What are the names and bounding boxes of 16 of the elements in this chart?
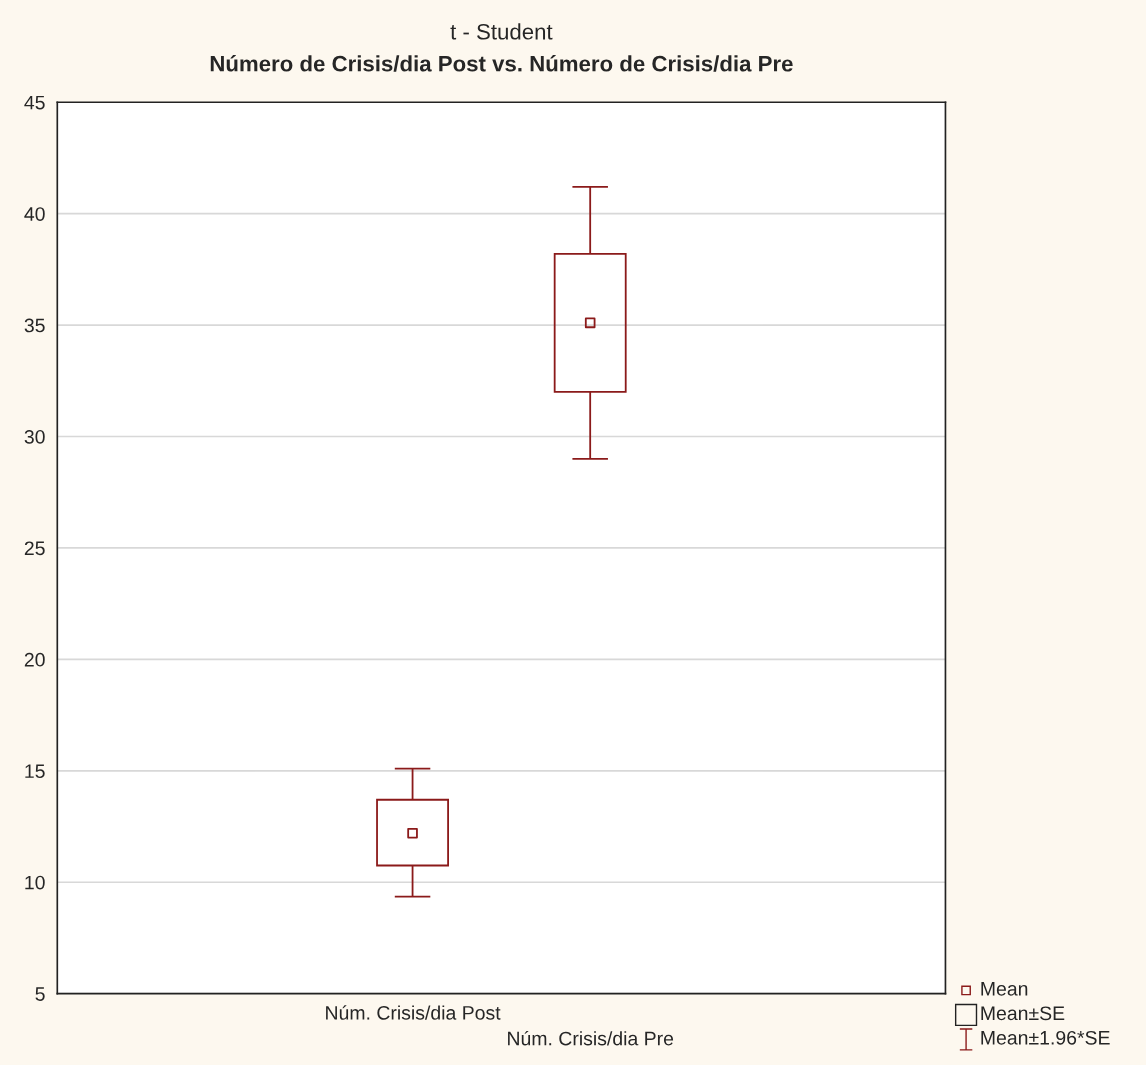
chart-title: t - Student (450, 23, 553, 40)
y-tick-label: 5 (35, 987, 45, 1001)
x-tick-label: Núm. Crisis/dia Pre (508, 1030, 674, 1046)
y-tick-label: 40 (24, 207, 45, 221)
y-tick-label: 10 (25, 875, 45, 890)
text: Mean±1.96*SE (981, 1030, 1110, 1045)
y-tick-label: 35 (24, 318, 45, 333)
x-tick-label: Núm. Crisis/dia Post (326, 1005, 501, 1020)
y-tick-label: 15 (25, 764, 45, 779)
y-tick-label: 20 (24, 652, 45, 667)
y-tick-label: 30 (24, 429, 45, 444)
text: Mean±SE (981, 1006, 1065, 1021)
text: Mean (981, 982, 1028, 996)
chart-subtitle: Número de Crisis/dia Post vs. Número de Crisis/dia Pre (210, 55, 793, 72)
y-tick-label: 45 (24, 95, 45, 110)
y-tick-label: 25 (24, 541, 45, 556)
